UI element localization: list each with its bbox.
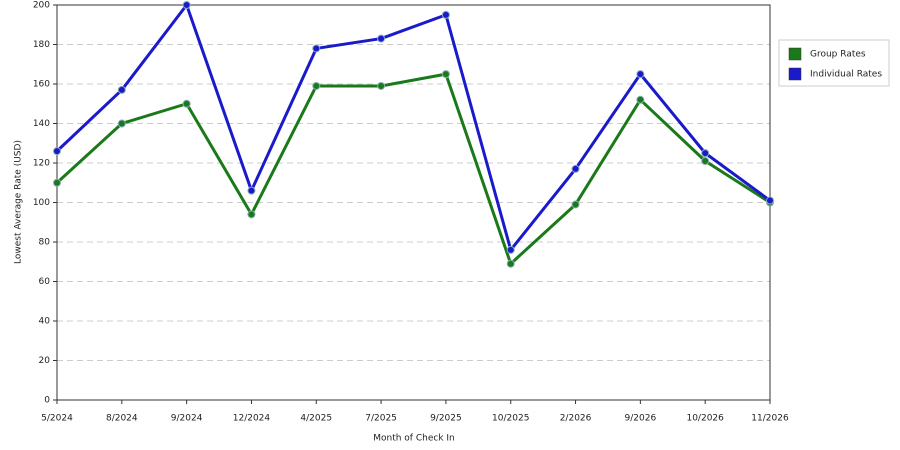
y-tick-label: 200 xyxy=(33,1,50,11)
series-line xyxy=(55,72,771,266)
x-tick-label: 4/2025 xyxy=(300,414,332,424)
point xyxy=(636,95,645,104)
point xyxy=(701,157,710,166)
y-tick-label: 100 xyxy=(33,198,50,208)
x-axis-label: Month of Check In xyxy=(373,434,455,444)
point xyxy=(441,10,450,19)
x-tick-label: 9/2024 xyxy=(171,414,203,424)
y-tick-label: 140 xyxy=(33,119,50,129)
legend-swatch xyxy=(788,47,802,61)
point xyxy=(53,147,61,156)
y-tick-label: 120 xyxy=(33,159,50,169)
x-tick-label: 10/2026 xyxy=(686,414,724,424)
y-tick-label: 60 xyxy=(39,277,51,287)
point xyxy=(701,149,710,158)
x-tick-label: 11/2026 xyxy=(751,414,789,424)
y-tick-label: 160 xyxy=(33,80,50,90)
x-tick-label: 10/2025 xyxy=(492,414,529,424)
x-tick-label: 9/2026 xyxy=(625,414,657,424)
x-tick-label: 7/2025 xyxy=(365,414,397,424)
point xyxy=(247,210,256,219)
point xyxy=(117,119,126,128)
y-tick-label: 80 xyxy=(39,238,51,248)
x-tick-label: 2/2026 xyxy=(560,414,592,424)
point xyxy=(571,164,580,173)
point xyxy=(53,178,61,187)
y-axis-label: Lowest Average Rate (USD) xyxy=(14,140,24,264)
plot-frame xyxy=(56,4,771,401)
legend-swatch xyxy=(788,67,802,81)
point xyxy=(571,200,580,209)
point xyxy=(182,99,191,108)
y-tick-label: 20 xyxy=(39,356,51,366)
point xyxy=(506,245,515,254)
x-tick-label: 8/2024 xyxy=(106,414,138,424)
point xyxy=(441,70,450,79)
point xyxy=(377,34,386,43)
point xyxy=(766,196,774,205)
legend-label: Group Rates xyxy=(810,50,866,60)
x-tick-label: 9/2025 xyxy=(430,414,462,424)
x-tick-label: 12/2024 xyxy=(233,414,271,424)
point xyxy=(247,186,256,195)
legend-label: Individual Rates xyxy=(810,70,882,80)
point xyxy=(312,44,321,53)
y-tick-label: 40 xyxy=(39,317,51,327)
point xyxy=(312,81,321,90)
point xyxy=(377,81,386,90)
y-tick-label: 0 xyxy=(44,396,50,406)
point xyxy=(182,1,191,9)
point xyxy=(117,85,126,94)
series-line xyxy=(55,3,771,252)
point xyxy=(506,259,515,268)
y-tick-label: 180 xyxy=(33,40,50,50)
x-tick-label: 5/2024 xyxy=(41,414,73,424)
point xyxy=(636,70,645,79)
